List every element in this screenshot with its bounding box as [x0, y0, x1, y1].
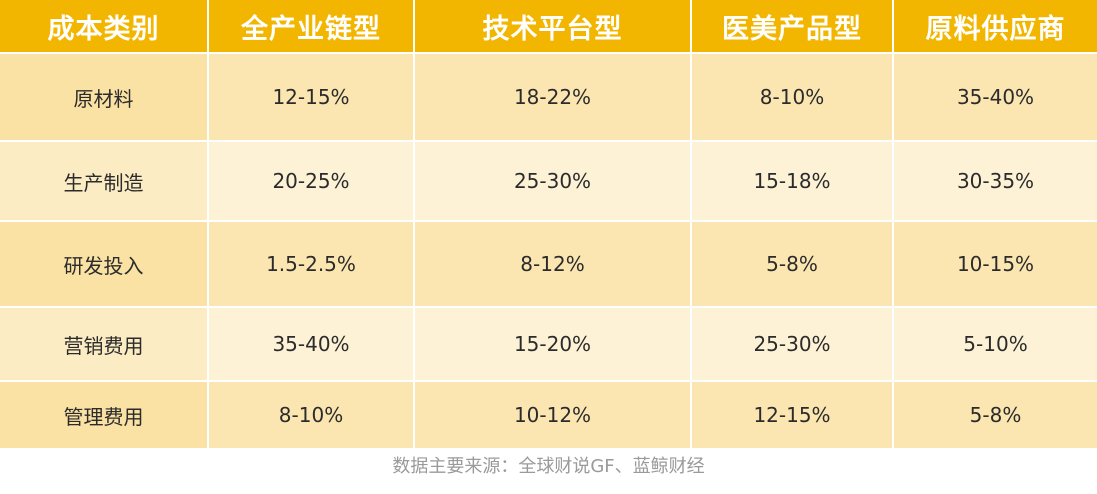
- table-cell: 8-12%: [415, 222, 692, 306]
- row-label: 管理费用: [0, 382, 209, 448]
- table-cell: 1.5-2.5%: [209, 222, 415, 306]
- row-label: 研发投入: [0, 222, 209, 306]
- table-row: 研发投入 1.5-2.5% 8-12% 5-8% 10-15%: [0, 220, 1097, 306]
- table-cell: 35-40%: [209, 308, 415, 380]
- table-cell: 8-10%: [692, 54, 894, 140]
- row-label: 原材料: [0, 54, 209, 140]
- table-cell: 5-8%: [894, 382, 1097, 448]
- table-header-row: 成本类别 全产业链型 技术平台型 医美产品型 原料供应商: [0, 0, 1097, 52]
- table-cell: 5-10%: [894, 308, 1097, 380]
- table-cell: 12-15%: [209, 54, 415, 140]
- table-cell: 5-8%: [692, 222, 894, 306]
- row-label: 营销费用: [0, 308, 209, 380]
- table-cell: 10-15%: [894, 222, 1097, 306]
- table-cell: 12-15%: [692, 382, 894, 448]
- source-note: 数据主要来源：全球财说GF、蓝鲸财经: [392, 456, 705, 477]
- header-aesthetic-product-type: 医美产品型: [692, 0, 894, 52]
- header-full-chain-type: 全产业链型: [209, 0, 415, 52]
- header-raw-material-supplier: 原料供应商: [894, 0, 1097, 52]
- table-cell: 10-12%: [415, 382, 692, 448]
- table-row: 原材料 12-15% 18-22% 8-10% 35-40%: [0, 52, 1097, 140]
- cost-comparison-table: 成本类别 全产业链型 技术平台型 医美产品型 原料供应商 原材料 12-15% …: [0, 0, 1097, 448]
- table-cell: 25-30%: [415, 142, 692, 220]
- table-cell: 20-25%: [209, 142, 415, 220]
- table-cell: 35-40%: [894, 54, 1097, 140]
- header-cost-category: 成本类别: [0, 0, 209, 52]
- table-cell: 25-30%: [692, 308, 894, 380]
- table-row: 营销费用 35-40% 15-20% 25-30% 5-10%: [0, 306, 1097, 380]
- header-tech-platform-type: 技术平台型: [415, 0, 692, 52]
- table-row: 生产制造 20-25% 25-30% 15-18% 30-35%: [0, 140, 1097, 220]
- table-cell: 8-10%: [209, 382, 415, 448]
- table-cell: 15-20%: [415, 308, 692, 380]
- table-cell: 15-18%: [692, 142, 894, 220]
- table-cell: 30-35%: [894, 142, 1097, 220]
- table-row: 管理费用 8-10% 10-12% 12-15% 5-8%: [0, 380, 1097, 448]
- row-label: 生产制造: [0, 142, 209, 220]
- table-cell: 18-22%: [415, 54, 692, 140]
